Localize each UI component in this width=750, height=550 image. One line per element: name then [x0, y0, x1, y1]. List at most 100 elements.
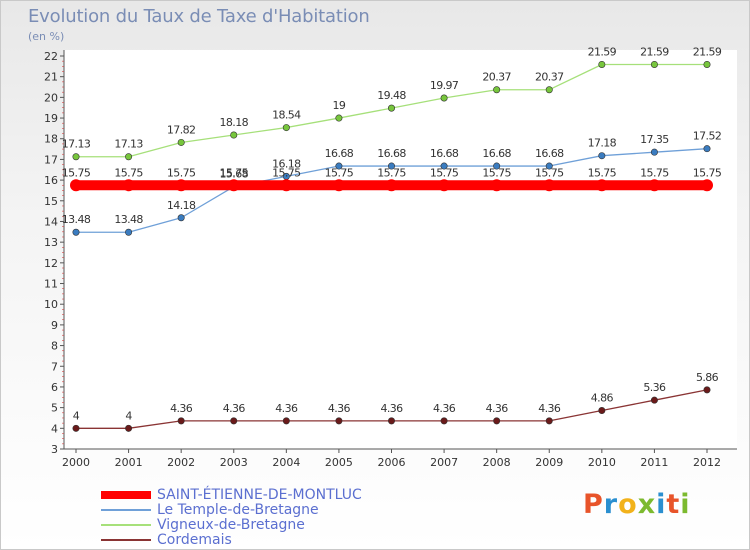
- legend-swatch-saint-etienne-de-montluc: [101, 490, 151, 499]
- data-label: 5.86: [696, 371, 719, 384]
- data-point: [703, 60, 711, 68]
- y-tick-label: 12: [44, 257, 58, 270]
- legend-label: Vigneux-de-Bretagne: [157, 516, 305, 533]
- data-label: 15.75: [325, 166, 354, 179]
- data-label: 19: [333, 99, 346, 112]
- data-point: [545, 417, 553, 425]
- data-point: [701, 179, 713, 192]
- data-point: [335, 114, 343, 122]
- x-tick-label: 2010: [588, 456, 616, 469]
- data-label: 17.18: [588, 137, 617, 150]
- y-tick-label: 22: [44, 50, 58, 63]
- y-tick-label: 21: [44, 71, 58, 84]
- data-point: [387, 417, 395, 425]
- x-tick-label: 2001: [115, 456, 143, 469]
- data-label: 15.75: [482, 166, 511, 179]
- data-label: 5.36: [643, 381, 666, 394]
- y-tick-label: 10: [44, 298, 58, 311]
- data-point: [230, 131, 238, 139]
- legend-item-saint-etienne-de-montluc: SAINT-ÉTIENNE-DE-MONTLUC: [101, 487, 362, 502]
- data-point: [335, 162, 343, 170]
- data-label: 4.36: [328, 402, 351, 415]
- data-point: [280, 179, 293, 192]
- data-point: [125, 153, 133, 161]
- proxiti-logo: Proxiti: [583, 489, 691, 520]
- data-point: [545, 86, 553, 94]
- data-label: 18.18: [220, 116, 249, 129]
- data-label: 15.75: [167, 166, 196, 179]
- plot-area: [64, 50, 737, 449]
- y-tick-label: 19: [44, 112, 58, 125]
- data-point: [493, 162, 501, 170]
- data-point: [125, 228, 133, 236]
- data-label: 21.59: [693, 45, 722, 58]
- data-label: 4.36: [538, 402, 561, 415]
- y-tick-label: 16: [44, 174, 58, 187]
- data-label: 4.36: [170, 402, 193, 415]
- data-label: 13.48: [62, 213, 91, 226]
- data-point: [125, 424, 133, 432]
- data-point: [440, 417, 448, 425]
- data-label: 16.68: [377, 147, 406, 160]
- data-label: 15.75: [588, 166, 617, 179]
- data-label: 15.75: [220, 166, 249, 179]
- data-point: [387, 162, 395, 170]
- x-tick-label: 2005: [325, 456, 353, 469]
- y-tick-label: 11: [44, 278, 58, 291]
- data-label: 19.97: [430, 79, 459, 92]
- data-label: 16.68: [430, 147, 459, 160]
- y-tick-label: 5: [51, 402, 58, 415]
- data-label: 15.75: [535, 166, 564, 179]
- data-point: [440, 94, 448, 102]
- logo-letter: r: [603, 489, 619, 520]
- data-point: [438, 179, 451, 192]
- x-tick-label: 2009: [535, 456, 563, 469]
- data-point: [598, 152, 606, 160]
- data-label: 20.37: [482, 71, 511, 84]
- data-point: [385, 179, 398, 192]
- data-label: 17.35: [640, 133, 669, 146]
- data-label: 17.82: [167, 123, 196, 136]
- data-label: 4: [73, 409, 80, 422]
- data-point: [282, 417, 290, 425]
- data-point: [543, 179, 556, 192]
- logo-letter: t: [666, 489, 681, 520]
- y-tick-label: 7: [51, 360, 58, 373]
- data-label: 15.68: [220, 168, 249, 181]
- data-point: [598, 407, 606, 415]
- data-label: 15.75: [430, 166, 459, 179]
- data-point: [598, 60, 606, 68]
- x-tick-label: 2004: [272, 456, 300, 469]
- data-point: [177, 214, 185, 222]
- data-label: 17.13: [62, 138, 91, 151]
- data-label: 16.68: [535, 147, 564, 160]
- data-label: 17.13: [114, 138, 143, 151]
- x-tick-label: 2007: [430, 456, 458, 469]
- x-tick-label: 2000: [62, 456, 90, 469]
- legend-item-vigneux-de-bretagne: Vigneux-de-Bretagne: [101, 517, 362, 532]
- data-label: 15.75: [62, 166, 91, 179]
- logo-letter: i: [656, 489, 667, 520]
- data-point: [493, 86, 501, 94]
- y-tick-label: 13: [44, 236, 58, 249]
- data-label: 21.59: [640, 45, 669, 58]
- data-point: [122, 179, 135, 192]
- data-point: [650, 60, 658, 68]
- data-label: 17.52: [693, 130, 722, 143]
- data-label: 4.36: [223, 402, 246, 415]
- legend-label: Le Temple-de-Bretagne: [157, 501, 319, 518]
- data-point: [72, 228, 80, 236]
- data-point: [595, 179, 608, 192]
- data-point: [177, 417, 185, 425]
- data-point: [230, 417, 238, 425]
- data-point: [703, 145, 711, 153]
- y-tick-label: 9: [51, 319, 58, 332]
- data-label: 4.36: [433, 402, 456, 415]
- y-tick-label: 20: [44, 91, 58, 104]
- x-tick-label: 2008: [483, 456, 511, 469]
- data-point: [490, 179, 503, 192]
- data-point: [227, 179, 240, 192]
- legend-swatch-le-temple-de-bretagne: [101, 508, 151, 511]
- data-point: [650, 396, 658, 404]
- legend-swatch-vigneux-de-bretagne: [101, 523, 151, 526]
